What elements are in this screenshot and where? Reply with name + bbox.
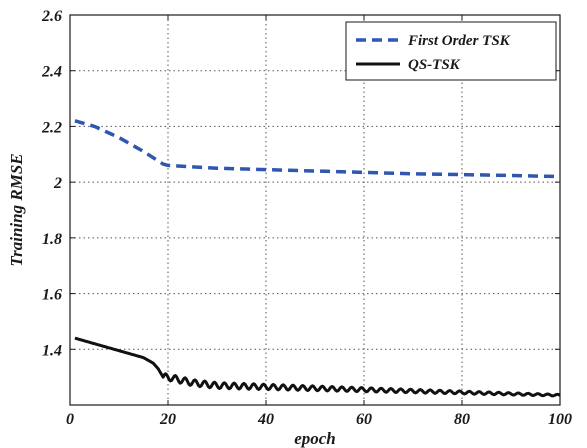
x-tick-label: 60 <box>356 411 372 428</box>
ticks: 0 20 40 60 80 100 1.4 1.6 1.8 2 2.2 2.4 2.6 <box>41 8 572 428</box>
series-line-first-order-tsk <box>74 119 561 179</box>
legend-box <box>345 21 557 81</box>
legend-label-qs-tsk: QS-TSK <box>408 57 461 73</box>
y-tick-label: 2.4 <box>41 64 62 81</box>
grid <box>70 15 560 405</box>
y-tick-label: 2 <box>53 175 62 192</box>
y-axis-label: Training RMSE <box>7 153 26 266</box>
x-tick-label: 0 <box>66 411 74 428</box>
x-tick-label: 80 <box>454 411 470 428</box>
y-tick-label: 1.4 <box>42 342 62 359</box>
x-tick-label: 40 <box>257 411 274 428</box>
x-tick-label: 100 <box>548 411 572 428</box>
y-tick-label: 2.6 <box>41 8 62 25</box>
x-tick-label: 20 <box>159 411 176 428</box>
y-tick-label: 1.8 <box>42 231 62 248</box>
legend: First Order TSK QS-TSK <box>345 21 557 81</box>
series-layer <box>74 119 561 398</box>
y-tick-label: 1.6 <box>42 287 62 304</box>
x-axis-label: epoch <box>294 429 336 448</box>
y-tick-label: 2.2 <box>41 119 62 136</box>
series-line-qs-tsk <box>74 336 561 398</box>
legend-label-first-order-tsk: First Order TSK <box>407 33 511 49</box>
plot-frame <box>69 14 561 406</box>
